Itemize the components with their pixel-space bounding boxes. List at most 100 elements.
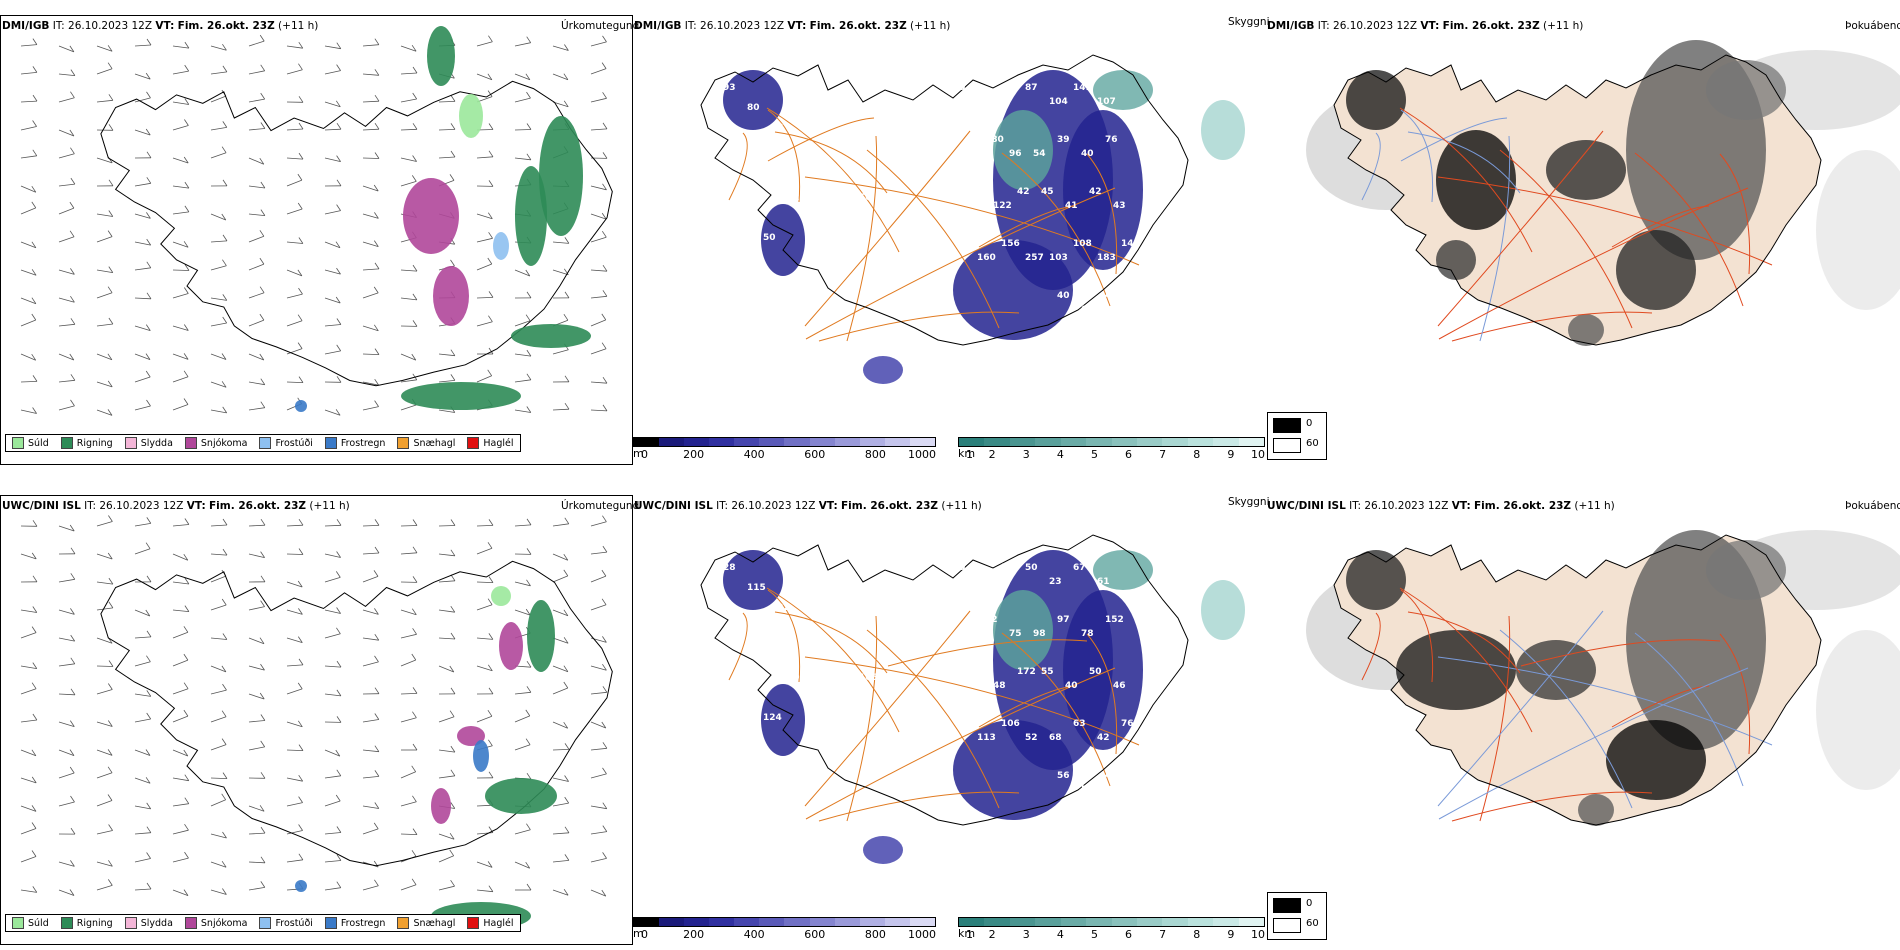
wind-barb (400, 404, 417, 411)
wind-barb-tick (183, 553, 189, 561)
wind-barb (324, 693, 341, 697)
wind-barb-tick (222, 65, 228, 73)
wind-barb-tick (108, 601, 114, 609)
wind-barb (438, 885, 455, 891)
wind-barb (286, 179, 303, 187)
wind-barb-tick (69, 720, 75, 727)
wind-barb-tick (336, 344, 342, 352)
colorbar-segment (809, 438, 835, 446)
wind-barb-tick (525, 314, 531, 321)
wind-barb (438, 156, 456, 159)
wind-barb-tick (564, 775, 569, 782)
wind-barb-tick (298, 518, 304, 526)
wind-barb (362, 213, 379, 219)
wind-barb (362, 885, 379, 891)
fog-overlay (1346, 530, 1786, 826)
wind-barb (324, 665, 342, 668)
wind-barb-tick (259, 692, 265, 700)
road (1437, 656, 1773, 746)
wind-barb (248, 606, 265, 611)
wind-barb-tick (146, 802, 152, 810)
model-name: DMI/IGB (1267, 20, 1315, 32)
wind-barb-tick (412, 743, 418, 751)
wind-barb-tick (184, 577, 190, 585)
wind-barb (210, 665, 227, 673)
wind-barb (96, 213, 113, 217)
model-name: DMI/IGB (634, 20, 682, 32)
wind-barb-tick (108, 124, 114, 131)
wind-barb (96, 665, 114, 667)
wind-barb (20, 155, 37, 159)
vt-value: Fim. 26.okt. 23Z (1442, 20, 1540, 32)
legend-swatch (12, 917, 24, 929)
wind-barb-tick (108, 577, 114, 585)
it-label: IT: (84, 500, 97, 512)
wind-barb (590, 128, 608, 131)
wind-barb-tick (145, 542, 151, 549)
lead-time: (+11 h) (1543, 20, 1584, 32)
wind-barb (362, 637, 379, 641)
cloud-base-value: 42 (1017, 187, 1030, 197)
legend-swatch (124, 917, 137, 929)
wind-barb-tick (449, 849, 455, 857)
fog-panel-bottom (1266, 510, 1900, 950)
colorbar-strip (958, 917, 1265, 927)
legend-item: Frostregn (324, 917, 385, 929)
wind-barb-tick (373, 286, 379, 294)
panel-header: DMI/IGB IT: 26.10.2023 12Z VT: Fim. 26.o… (1267, 20, 1583, 32)
cloud-base-value: 63 (1073, 719, 1086, 729)
cloud-base-value: 79 (953, 563, 966, 573)
wind-barb (400, 269, 418, 272)
wind-barb-tick (335, 571, 341, 578)
road (1001, 632, 1111, 787)
wind-barb (362, 552, 380, 555)
wind-barb-tick (488, 633, 494, 640)
colorbar-segment (1187, 438, 1214, 446)
wind-barb (476, 375, 492, 383)
cloud-base-value: 98 (1033, 629, 1046, 639)
wind-barb-tick (488, 123, 494, 130)
colorbar-tick-label: 600 (804, 928, 826, 941)
fog-map-bottom (1306, 530, 1900, 826)
wind-barb-tick (488, 347, 494, 355)
wind-barb-tick (146, 882, 152, 890)
wind-barb-tick (525, 608, 531, 616)
wind-barb-tick (412, 66, 418, 74)
road (846, 615, 878, 822)
cloud-base-value: 78 (819, 583, 832, 593)
cloud-base-value: 39 (1057, 135, 1070, 145)
panel-header: DMI/IGB IT: 26.10.2023 12Z VT: Fim. 26.o… (2, 20, 318, 32)
wind-barb (400, 693, 418, 695)
wind-barb-tick (564, 402, 570, 410)
wind-barb (210, 127, 227, 131)
colorbar-tick-label: 9 (1227, 928, 1235, 941)
road (805, 187, 1116, 340)
wind-barb-tick (373, 240, 379, 247)
wind-barb-tick (259, 313, 265, 321)
wind-barb (400, 552, 418, 555)
wind-barb-tick (146, 655, 151, 662)
road-network (1361, 587, 1773, 822)
cloud-area (953, 240, 1073, 340)
lead-time: (+11 h) (1574, 500, 1615, 512)
wind-barb (362, 805, 379, 809)
wind-barb-tick (525, 738, 531, 745)
wind-barb-tick (412, 519, 418, 526)
wind-barb (438, 637, 456, 640)
wind-barb (286, 157, 304, 160)
wind-barb (324, 860, 341, 863)
wind-barb (20, 828, 37, 835)
wind-barb (324, 775, 341, 779)
colorbar-tick-label: 6 (1125, 928, 1133, 941)
wind-barb (476, 604, 493, 611)
wind-barb (514, 409, 531, 413)
wind-barb-tick (221, 353, 227, 360)
wind-barb (324, 633, 341, 639)
wind-barb-tick (298, 774, 304, 782)
colorbar-segment (659, 438, 685, 446)
colorbar-segment (1213, 438, 1239, 446)
cloud-area (1093, 70, 1153, 110)
wind-barb (552, 523, 569, 527)
wind-barb (248, 353, 264, 361)
it-value: 26.10.2023 12Z (700, 20, 785, 32)
